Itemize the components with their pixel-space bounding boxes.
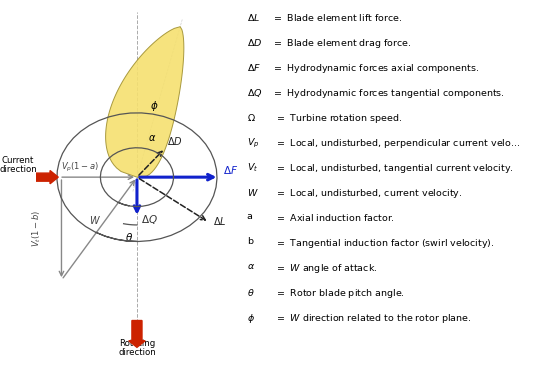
Text: $=$ Tangential induction factor (swirl velocity).: $=$ Tangential induction factor (swirl v… bbox=[269, 237, 494, 250]
Text: $V_t$: $V_t$ bbox=[247, 162, 258, 174]
Text: $\phi$: $\phi$ bbox=[150, 100, 159, 114]
FancyArrow shape bbox=[129, 321, 145, 347]
Text: Current: Current bbox=[2, 156, 34, 165]
Text: $\Delta Q$: $\Delta Q$ bbox=[140, 213, 158, 226]
Text: a: a bbox=[247, 212, 253, 221]
Text: $V_p$: $V_p$ bbox=[247, 137, 259, 150]
Text: $=$ Local, undisturbed, perpendicular current velo...: $=$ Local, undisturbed, perpendicular cu… bbox=[269, 137, 520, 150]
Text: $\Delta L$: $\Delta L$ bbox=[213, 215, 226, 227]
Text: $\Delta L$: $\Delta L$ bbox=[247, 12, 260, 23]
Text: direction: direction bbox=[0, 165, 37, 174]
Text: $\Omega$: $\Omega$ bbox=[247, 112, 255, 123]
Text: $=$ $W$ direction related to the rotor plane.: $=$ $W$ direction related to the rotor p… bbox=[269, 312, 471, 325]
Text: $\Delta Q$: $\Delta Q$ bbox=[247, 87, 262, 99]
Text: $W$: $W$ bbox=[247, 187, 259, 198]
Text: $=$ Hydrodynamic forces tangential components.: $=$ Hydrodynamic forces tangential compo… bbox=[269, 87, 505, 100]
Text: Rotating: Rotating bbox=[119, 339, 155, 348]
Text: $\Delta F$: $\Delta F$ bbox=[247, 62, 261, 73]
Text: $V_t(1-b)$: $V_t(1-b)$ bbox=[30, 210, 43, 247]
FancyArrow shape bbox=[21, 170, 58, 184]
Text: $W$: $W$ bbox=[89, 214, 101, 226]
Text: direction: direction bbox=[118, 348, 156, 358]
Text: $V_p(1-a)$: $V_p(1-a)$ bbox=[62, 161, 100, 173]
Text: $=$ Blade element lift force.: $=$ Blade element lift force. bbox=[269, 12, 402, 23]
Text: $=$ Local, undisturbed, current velocity.: $=$ Local, undisturbed, current velocity… bbox=[269, 187, 462, 200]
Text: $=$ Turbine rotation speed.: $=$ Turbine rotation speed. bbox=[269, 112, 402, 125]
Text: $=$ Axial induction factor.: $=$ Axial induction factor. bbox=[269, 212, 395, 223]
Text: $\alpha$: $\alpha$ bbox=[148, 133, 156, 143]
Text: $=$ Rotor blade pitch angle.: $=$ Rotor blade pitch angle. bbox=[269, 287, 404, 300]
Text: $=$ Hydrodynamic forces axial components.: $=$ Hydrodynamic forces axial components… bbox=[269, 62, 479, 75]
Text: $\theta$: $\theta$ bbox=[125, 231, 133, 242]
Text: $=$ Blade element drag force.: $=$ Blade element drag force. bbox=[269, 37, 411, 50]
Text: $\Delta D$: $\Delta D$ bbox=[167, 135, 183, 147]
Text: $\alpha$: $\alpha$ bbox=[247, 262, 255, 271]
Text: $\theta$: $\theta$ bbox=[247, 287, 254, 298]
Text: $=$ Local, undisturbed, tangential current velocity.: $=$ Local, undisturbed, tangential curre… bbox=[269, 162, 514, 175]
Text: $\Delta F$: $\Delta F$ bbox=[223, 164, 238, 176]
Text: $\phi$: $\phi$ bbox=[247, 312, 255, 325]
Text: $=$ $W$ angle of attack.: $=$ $W$ angle of attack. bbox=[269, 262, 377, 275]
Polygon shape bbox=[106, 27, 184, 177]
Text: $\Delta D$: $\Delta D$ bbox=[247, 37, 262, 48]
Text: b: b bbox=[247, 237, 253, 246]
